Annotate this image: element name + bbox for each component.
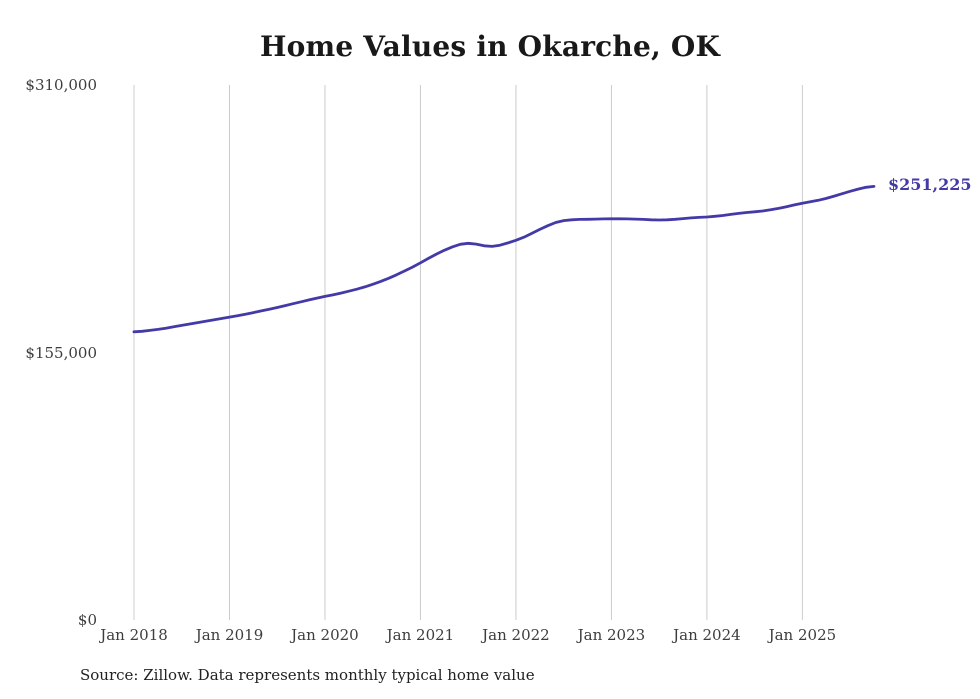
x-tick-label: Jan 2018 (100, 626, 168, 644)
x-tick-label: Jan 2020 (291, 626, 359, 644)
chart-title: Home Values in Okarche, OK (259, 30, 720, 63)
source-note: Source: Zillow. Data represents monthly … (80, 666, 535, 684)
home-value-line (132, 185, 876, 334)
x-tick-label: Jan 2022 (482, 626, 550, 644)
y-tick-label: $155,000 (25, 343, 97, 362)
y-tick-label: $0 (77, 611, 97, 629)
latest-value-label: $251,225 (888, 175, 972, 195)
x-tick-label: Jan 2025 (768, 626, 837, 644)
x-tick-label: Jan 2024 (673, 626, 741, 644)
y-tick-label: $310,000 (25, 76, 97, 94)
x-tick-label: Jan 2023 (577, 626, 646, 644)
x-tick-label: Jan 2019 (195, 626, 264, 644)
x-tick-label: Jan 2021 (386, 626, 455, 644)
